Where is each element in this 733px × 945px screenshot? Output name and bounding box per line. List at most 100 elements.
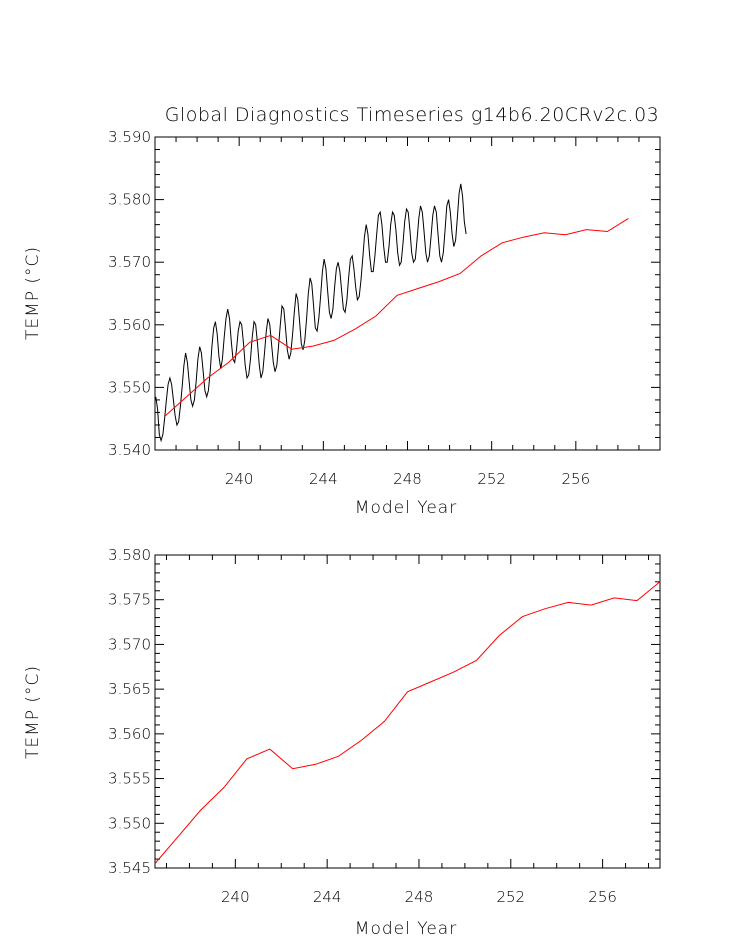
data-point: [243, 343, 244, 344]
data-point: [178, 421, 179, 422]
series-line: [165, 217, 629, 416]
data-point: [322, 271, 323, 272]
data-point: [350, 259, 351, 260]
x-tick-label: 256: [588, 888, 617, 906]
x-tick-label: 244: [309, 470, 338, 488]
data-point: [287, 349, 288, 350]
data-point: [376, 233, 377, 234]
data-point: [452, 233, 453, 234]
data-point: [271, 343, 272, 344]
x-tick-label: 252: [496, 888, 525, 906]
data-point: [402, 243, 403, 244]
data-point: [238, 331, 239, 332]
data-point: [545, 608, 546, 609]
data-point: [249, 342, 250, 343]
data-point: [361, 740, 362, 741]
bottom-chart: 3.545 3.550 3.555 3.560 3.565 3.570 3.575 3.580…: [23, 546, 661, 939]
data-point: [185, 352, 186, 353]
data-point: [437, 233, 438, 234]
data-point: [290, 352, 291, 353]
data-point: [157, 409, 158, 410]
data-point: [267, 318, 268, 319]
data-point: [169, 377, 170, 378]
y-tick-label: 3.550: [108, 378, 151, 396]
data-point: [399, 265, 400, 266]
data-point: [360, 280, 361, 281]
data-point: [245, 365, 246, 366]
data-point: [628, 218, 629, 219]
data-point: [385, 262, 386, 263]
axis-ticks: [154, 136, 661, 451]
plot-frame: [154, 554, 661, 869]
data-point: [203, 371, 204, 372]
x-tick-label: 248: [405, 888, 434, 906]
data-point: [464, 221, 465, 222]
data-point: [180, 406, 181, 407]
data-point: [441, 262, 442, 263]
x-tick-label: 248: [393, 470, 422, 488]
data-point: [455, 240, 456, 241]
data-point: [303, 349, 304, 350]
data-point: [378, 215, 379, 216]
data-point: [395, 230, 396, 231]
data-point: [223, 787, 224, 788]
data-point: [225, 318, 226, 319]
data-point: [318, 318, 319, 319]
data-point: [367, 233, 368, 234]
data-point: [204, 390, 205, 391]
data-point: [607, 231, 608, 232]
series-annual-mean: [165, 217, 629, 416]
data-point: [453, 672, 454, 673]
data-point: [406, 208, 407, 209]
data-point: [171, 384, 172, 385]
data-point: [166, 399, 167, 400]
data-point: [408, 212, 409, 213]
data-point: [460, 183, 461, 184]
x-tick-labels: 240 244 248 252 256: [225, 470, 590, 488]
data-point: [353, 268, 354, 269]
data-point: [384, 721, 385, 722]
data-point: [222, 359, 223, 360]
data-point: [430, 237, 431, 238]
data-point: [159, 434, 160, 435]
y-tick-label: 3.570: [108, 253, 151, 271]
data-point: [446, 205, 447, 206]
data-point: [168, 384, 169, 385]
data-point: [443, 252, 444, 253]
data-point: [182, 387, 183, 388]
data-point: [301, 343, 302, 344]
data-point: [364, 237, 365, 238]
data-point: [161, 440, 162, 441]
x-tick-label: 244: [313, 888, 342, 906]
data-point: [371, 271, 372, 272]
data-point: [154, 863, 155, 864]
data-point: [292, 334, 293, 335]
data-point: [250, 359, 251, 360]
data-point: [466, 233, 467, 234]
data-point: [388, 246, 389, 247]
data-point: [392, 212, 393, 213]
data-point: [453, 246, 454, 247]
x-tick-labels: 240 244 248 252 256: [221, 888, 617, 906]
data-point: [444, 230, 445, 231]
data-point: [313, 305, 314, 306]
data-point: [374, 255, 375, 256]
data-point: [239, 321, 240, 322]
top-chart: Global Diagnostics Timeseries g14b6.20CR…: [23, 104, 661, 518]
y-axis-label: TEMP (°C): [23, 246, 43, 340]
chart-title: Global Diagnostics Timeseries g14b6.20CR…: [165, 104, 660, 126]
data-point: [448, 199, 449, 200]
data-point: [357, 299, 358, 300]
data-point: [208, 390, 209, 391]
data-point: [215, 321, 216, 322]
data-point: [187, 362, 188, 363]
data-point: [246, 377, 247, 378]
data-point: [175, 415, 176, 416]
data-point: [423, 230, 424, 231]
data-point: [273, 362, 274, 363]
data-point: [338, 262, 339, 263]
data-point: [591, 605, 592, 606]
data-point: [481, 255, 482, 256]
data-point: [332, 309, 333, 310]
x-axis-label: Model Year: [355, 498, 457, 518]
